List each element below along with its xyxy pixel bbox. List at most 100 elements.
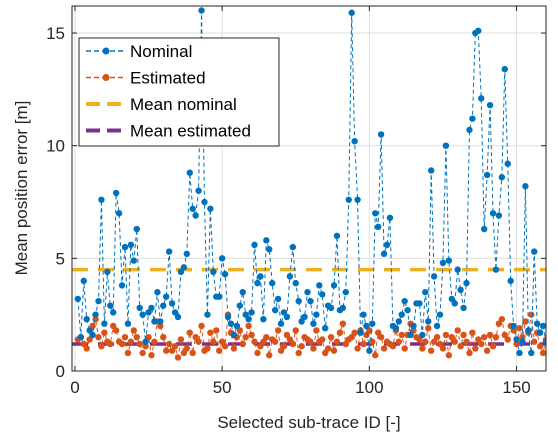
data-point-nominal <box>221 270 229 278</box>
data-point-nominal <box>218 255 226 262</box>
data-point-nominal <box>495 212 503 219</box>
data-point-estimated <box>292 327 299 334</box>
data-point-estimated <box>439 345 447 352</box>
data-point-nominal <box>286 273 294 280</box>
data-point-estimated <box>498 315 506 323</box>
data-point-nominal <box>101 320 108 327</box>
data-point-nominal <box>536 329 544 336</box>
data-point-nominal <box>395 318 402 325</box>
data-point-estimated <box>80 340 87 348</box>
data-point-nominal <box>292 279 299 287</box>
data-point-nominal <box>248 309 255 316</box>
data-point-estimated <box>489 343 497 350</box>
data-point-nominal <box>118 282 126 289</box>
data-point-estimated <box>389 343 397 350</box>
data-point-estimated <box>280 343 288 350</box>
data-point-estimated <box>289 340 297 348</box>
data-point-estimated <box>549 334 555 340</box>
data-point-estimated <box>186 329 193 336</box>
data-point-nominal <box>321 324 329 332</box>
data-point-estimated <box>251 338 258 345</box>
data-point-nominal <box>160 302 167 309</box>
data-point-nominal <box>92 311 99 318</box>
data-point-nominal <box>104 268 111 276</box>
data-point-estimated <box>248 331 255 339</box>
data-point-estimated <box>469 329 476 336</box>
data-point-estimated <box>501 331 508 339</box>
legend: Nominal Estimated Mean nominal Mean estimat… <box>78 37 280 147</box>
data-point-estimated <box>460 331 467 339</box>
data-point-nominal <box>77 334 85 341</box>
data-point-nominal <box>345 196 352 203</box>
data-point-estimated <box>442 331 450 339</box>
data-point-estimated <box>86 336 93 343</box>
data-point-estimated <box>339 320 347 327</box>
data-point-estimated <box>274 327 282 334</box>
data-point-estimated <box>230 345 238 352</box>
data-point-estimated <box>295 349 302 357</box>
legend-marker-estimated <box>102 74 110 81</box>
data-point-estimated <box>260 338 267 345</box>
data-point-estimated <box>448 334 455 341</box>
y-tick-label: 10 <box>46 137 65 156</box>
data-point-estimated <box>354 345 361 352</box>
data-point-estimated <box>539 349 546 357</box>
data-point-estimated <box>92 315 99 323</box>
y-tick-label: 0 <box>56 362 65 381</box>
data-point-estimated <box>319 336 326 343</box>
data-point-estimated <box>133 334 140 341</box>
data-point-nominal <box>489 210 497 217</box>
data-point-nominal <box>216 293 223 300</box>
data-point-nominal <box>348 9 355 16</box>
data-point-estimated <box>171 343 179 350</box>
data-point-nominal <box>183 250 191 258</box>
data-point-nominal <box>342 288 349 296</box>
data-point-estimated <box>313 327 320 334</box>
data-point-estimated <box>336 329 344 336</box>
data-point-estimated <box>419 345 426 352</box>
data-point-estimated <box>183 345 191 352</box>
data-point-nominal <box>251 241 258 249</box>
data-point-estimated <box>436 340 444 348</box>
data-point-nominal <box>498 174 506 181</box>
data-point-nominal <box>124 320 132 327</box>
data-point-estimated <box>165 340 173 348</box>
data-point-estimated <box>536 343 544 350</box>
data-point-estimated <box>310 345 317 352</box>
data-point-estimated <box>257 343 264 350</box>
data-point-nominal <box>115 210 123 217</box>
plot-frame <box>71 5 547 372</box>
data-point-estimated <box>174 354 182 361</box>
data-point-nominal <box>112 189 120 197</box>
data-point-nominal <box>301 313 308 321</box>
data-point-estimated <box>363 331 370 339</box>
data-point-nominal <box>430 273 438 280</box>
data-point-nominal <box>316 282 323 289</box>
data-point-nominal <box>354 196 361 203</box>
data-point-estimated <box>160 334 167 341</box>
data-point-estimated <box>107 340 114 348</box>
data-point-estimated <box>263 334 270 341</box>
data-point-estimated <box>372 352 379 359</box>
data-point-nominal <box>401 297 408 305</box>
data-point-nominal <box>522 183 529 190</box>
data-point-estimated <box>118 340 126 348</box>
data-point-estimated <box>124 349 132 357</box>
data-point-estimated <box>416 336 423 343</box>
x-tick-label: 50 <box>213 378 232 397</box>
data-point-nominal <box>410 322 417 330</box>
data-point-estimated <box>395 338 402 345</box>
data-point-estimated <box>504 336 511 343</box>
data-point-nominal <box>157 318 164 325</box>
data-point-estimated <box>430 338 438 345</box>
data-point-nominal <box>513 336 520 343</box>
x-tick-label: 0 <box>70 378 79 397</box>
data-point-nominal <box>433 322 441 330</box>
data-point-nominal <box>448 295 455 303</box>
data-point-nominal <box>142 338 149 345</box>
data-point-nominal <box>333 232 341 240</box>
data-point-estimated <box>136 340 143 348</box>
data-point-nominal <box>210 268 217 276</box>
data-point-estimated <box>266 352 273 359</box>
data-point-nominal <box>439 259 447 267</box>
